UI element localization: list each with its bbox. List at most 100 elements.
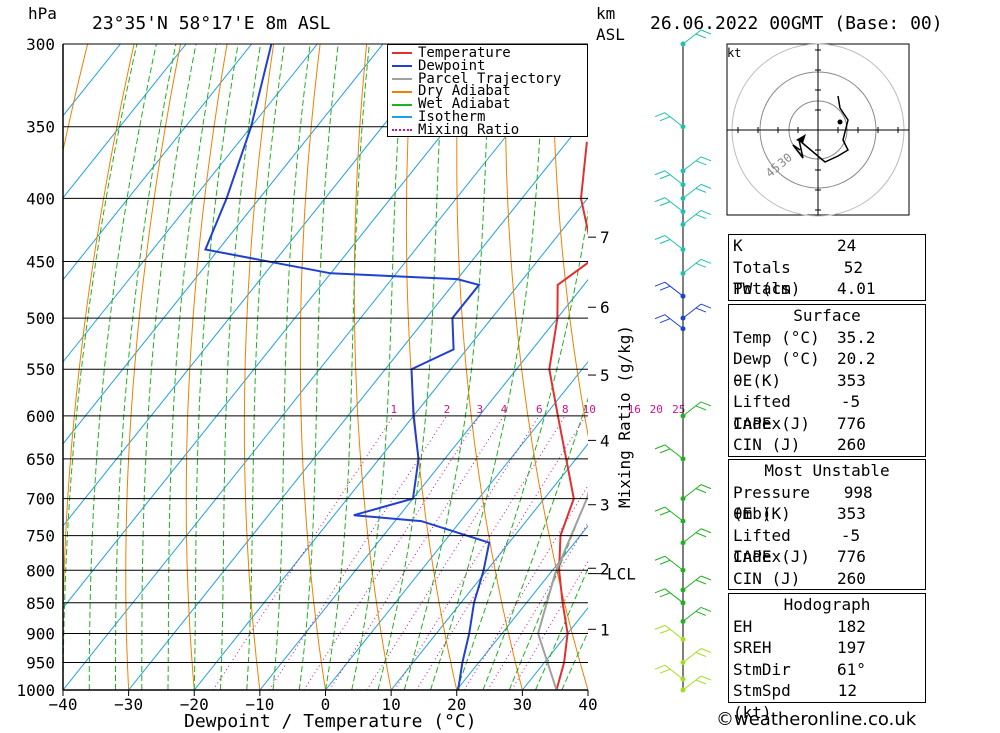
legend-swatch [392, 65, 412, 68]
km-tick-label: 5 [600, 366, 610, 385]
legend-swatch [392, 116, 412, 119]
isotherm-line [63, 44, 581, 690]
isotherm-line [390, 443, 588, 690]
isotherm-line [63, 44, 515, 609]
wet-adiabat-line [167, 44, 218, 690]
wet-adiabat-line [115, 44, 177, 690]
legend-label: Temperature [418, 45, 511, 61]
dry-adiabat-line [552, 44, 588, 438]
x-tick-label: 30 [513, 695, 532, 714]
isotherm-line [63, 44, 449, 527]
table-row: Totals Totals 52 [729, 257, 925, 299]
wet-adiabat-line [456, 209, 588, 690]
hodograph-storm-point [837, 119, 843, 125]
row-value: -5 [840, 392, 861, 411]
isotherm-line [63, 44, 121, 117]
table-row: PW (cm) 4.01 [729, 278, 925, 300]
wind-barb [682, 484, 712, 500]
pressure-tick-label: 700 [26, 490, 55, 509]
table-row: K 24 [729, 235, 925, 257]
indices-table: K 24 Totals Totals 52 PW (cm) 4.01 [728, 234, 926, 301]
isotherm-line [63, 44, 253, 281]
row-label: CAPE (J) [733, 413, 811, 433]
km-tick-label: 4 [600, 431, 610, 450]
table-row: θE (K) 353 [729, 503, 925, 525]
row-value: 260 [837, 568, 866, 588]
row-value: 353 [837, 504, 866, 523]
mixing-ratio-label: 25 [672, 403, 685, 416]
table-row: Dewp (°C) 20.2 [729, 348, 925, 370]
km-tick-label: 2 [600, 559, 610, 578]
wind-barb [682, 29, 712, 45]
mixing-ratio-label: 1 [390, 403, 397, 416]
x-tick-label: 10 [381, 695, 400, 714]
mixing-ratio-line [511, 560, 588, 690]
wet-adiabat-line [88, 44, 157, 690]
row-label: Dewp (°C) [733, 349, 820, 368]
mixing-ratio-label: 3 [477, 403, 484, 416]
table-row: Temp (°C) 35.2 [729, 327, 925, 349]
hodograph-unit: kt [727, 46, 741, 60]
wind-barb [654, 112, 684, 128]
row-value: 24 [837, 236, 857, 255]
credit: ©weatheronline.co.uk [716, 709, 917, 730]
row-value: 776 [837, 547, 866, 566]
mixing-ratio-label: 2 [444, 403, 451, 416]
pressure-tick-label: 800 [26, 561, 55, 580]
pressure-tick-label: 400 [26, 189, 55, 208]
wind-barbs [654, 29, 712, 693]
wind-barb [654, 170, 684, 186]
mixing-ratio-axis-title: Mixing Ratio (g/kg) [615, 325, 634, 508]
pressure-tick-label: 1000 [16, 681, 55, 700]
mixing-ratio-label: 4 [501, 403, 508, 416]
pressure-tick-label: 650 [26, 450, 55, 469]
pressure-tick-label: 850 [26, 594, 55, 613]
asl-label: ASL [596, 25, 625, 44]
wind-barb [654, 555, 684, 571]
pressure-tick-label: 550 [26, 360, 55, 379]
table-row: θE(K) 353 [729, 370, 925, 392]
table-row: CAPE (J) 776 [729, 546, 925, 568]
legend-item: Temperature [388, 45, 587, 61]
wet-adiabat-line [430, 44, 545, 690]
legend-label: Parcel Trajectory [418, 70, 562, 87]
row-label: Lifted Index [733, 392, 791, 433]
mixing-ratio-line [366, 415, 540, 690]
row-value: 20.2 [837, 349, 876, 368]
table-row: SREH 197 [729, 637, 925, 659]
row-label: Lifted Index [733, 525, 791, 567]
km-tick-label: 6 [600, 298, 610, 317]
row-label: StmDir [733, 659, 791, 679]
wind-barb [682, 303, 712, 319]
legend-item: Isotherm [388, 110, 587, 124]
hodograph-marker [796, 134, 806, 143]
pressure-tick-label: 500 [26, 309, 55, 328]
dry-adiabat-line [925, 44, 1000, 690]
isotherm-line [63, 44, 187, 199]
wind-barb [654, 444, 684, 460]
row-value: 35.2 [837, 327, 876, 347]
wind-barb [682, 606, 712, 622]
table-title: Surface [793, 306, 861, 325]
x-tick-label: 20 [447, 695, 466, 714]
legend-item: Dewpoint [388, 59, 587, 73]
mixing-ratio-line [394, 415, 566, 690]
dry-adiabat-line [456, 44, 523, 690]
row-label: K [733, 236, 743, 255]
wet-adiabat-line [298, 44, 339, 690]
mixing-ratio-label: 10 [583, 403, 596, 416]
legend: Temperature Dewpoint Parcel Trajectory Dry … [387, 44, 588, 137]
isotherm-line [63, 44, 318, 363]
x-tick-label: −30 [114, 695, 143, 714]
most-unstable-table: Most Unstable Pressure (mb) 998 θE (K) 353 Li… [728, 459, 926, 590]
row-label: Totals Totals [733, 257, 791, 299]
legend-swatch [392, 52, 412, 55]
isotherm-line [259, 279, 588, 690]
x-tick-label: −40 [49, 695, 78, 714]
wind-barb [682, 183, 712, 199]
legend-item: Mixing Ratio [388, 123, 587, 137]
wind-barb [654, 588, 684, 604]
row-value: -5 [840, 525, 861, 545]
legend-swatch [392, 77, 412, 80]
temperature-line [548, 141, 588, 690]
